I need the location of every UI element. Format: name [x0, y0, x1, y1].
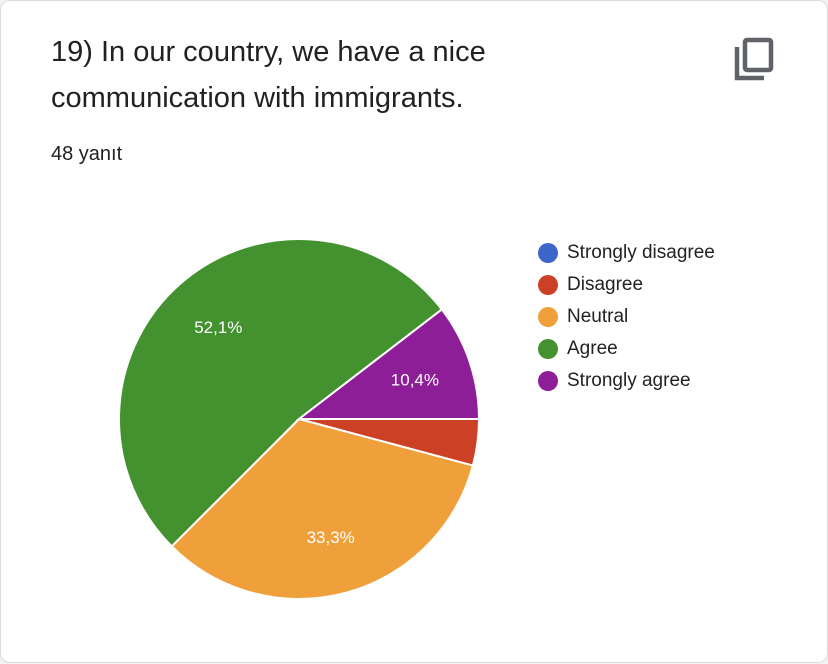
- legend-swatch: [538, 339, 558, 359]
- legend-swatch: [538, 307, 558, 327]
- legend-label: Strongly agree: [567, 370, 691, 391]
- response-count: 48 yanıt: [51, 143, 123, 165]
- legend-item[interactable]: Strongly agree: [538, 365, 715, 397]
- legend-label: Agree: [567, 338, 618, 359]
- legend-swatch: [538, 371, 558, 391]
- pie-slice-agree[interactable]: [118, 238, 444, 548]
- legend-label: Disagree: [567, 274, 644, 295]
- slice-percent-label: 33,3%: [307, 528, 355, 547]
- legend-swatch: [538, 275, 558, 295]
- chart-legend: Strongly disagree Disagree Neutral Agree Str…: [538, 237, 715, 397]
- slice-percent-label: 52,1%: [194, 318, 242, 337]
- pie-slice-strongly-agree[interactable]: [296, 308, 481, 420]
- legend-item[interactable]: Agree: [538, 333, 715, 365]
- legend-item[interactable]: Strongly disagree: [538, 237, 715, 269]
- legend-item[interactable]: Neutral: [538, 301, 715, 333]
- copy-icon[interactable]: [734, 37, 774, 81]
- question-title: 19) In our country, we have a nice commu…: [51, 36, 486, 114]
- legend-label: Strongly disagree: [567, 242, 715, 263]
- pie-slice-neutral[interactable]: [170, 417, 475, 600]
- legend-item[interactable]: Disagree: [538, 269, 715, 301]
- slice-percent-label: 10,4%: [391, 371, 439, 390]
- legend-label: Neutral: [567, 306, 629, 327]
- legend-swatch: [538, 243, 558, 263]
